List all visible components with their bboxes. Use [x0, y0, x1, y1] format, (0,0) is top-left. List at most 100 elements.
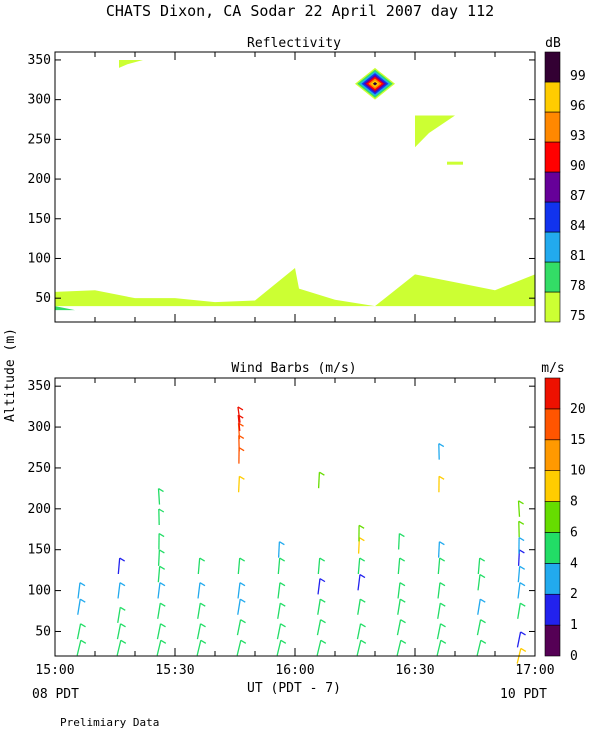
colorbar-swatch — [544, 291, 561, 323]
wind-barb-flag — [119, 582, 126, 587]
wind-barb — [237, 558, 241, 575]
colorbar-label: 20 — [570, 402, 586, 417]
colorbar-label: 96 — [570, 99, 586, 114]
colorbar-swatch — [544, 593, 561, 626]
wind-barb — [197, 582, 201, 599]
x-tick-label: 17:00 — [515, 663, 554, 678]
wind-barb-flag — [400, 619, 406, 624]
wind-barb-flag — [159, 565, 166, 570]
wind-barb — [477, 558, 481, 575]
wind-barb — [156, 640, 162, 656]
wind-barb — [277, 603, 281, 619]
wind-barb-flag — [237, 406, 244, 411]
wind-barb — [157, 488, 161, 505]
wind-barb-flag — [439, 541, 445, 546]
colorbar-swatch — [544, 231, 561, 263]
reflectivity-panel: 50 100 150 200 250 300 350 75 78 81 84 87 90 93 96 99 — [28, 51, 586, 324]
wind-barb-flag — [438, 443, 445, 448]
colorbar-swatch — [544, 51, 561, 83]
wind-barb-flag — [320, 639, 327, 644]
y-tick-label: 100 — [28, 584, 51, 599]
wind-barb — [317, 472, 321, 489]
wind-barb-flag — [239, 557, 246, 562]
wind-barb-flag — [279, 541, 285, 546]
wind-barb-flag — [239, 598, 246, 603]
colorbar-label: 87 — [570, 189, 586, 204]
colorbar-swatch — [544, 408, 561, 441]
colorbar-label: 2 — [570, 587, 578, 602]
colorbar-swatch — [544, 201, 561, 233]
wind-barb-flag — [399, 598, 406, 603]
wind-barb — [396, 619, 402, 636]
wind-barb-flag — [159, 582, 166, 587]
wind-barb-flag — [359, 537, 365, 542]
wind-barb — [236, 619, 242, 636]
colorbar-label: 6 — [570, 525, 578, 540]
wind-barb-flag — [440, 623, 446, 628]
wind-barb — [117, 582, 121, 599]
wind-barb-flag — [439, 602, 446, 607]
wind-barb-flag — [359, 573, 366, 579]
colorbar-label: 99 — [570, 69, 586, 84]
wind-barb-flag — [520, 647, 527, 652]
wind-barb — [396, 640, 402, 656]
y-axis-label: Altitude (m) — [3, 328, 18, 422]
y-tick-label: 250 — [28, 461, 51, 476]
x-tick-label: 16:00 — [275, 663, 314, 678]
panel2-unit: m/s — [541, 361, 564, 376]
wind-barb — [397, 558, 401, 575]
wind-barb-flag — [399, 557, 406, 562]
wind-barb — [276, 623, 282, 640]
colorbar-label: 93 — [570, 129, 586, 144]
wind-barb — [237, 406, 241, 423]
wind-barb — [317, 578, 321, 595]
y-tick-label: 300 — [28, 93, 51, 108]
pdt-right-label: 10 PDT — [500, 687, 547, 702]
wind-barb — [156, 623, 162, 640]
colorbar-swatch — [544, 501, 561, 533]
colorbar-label: 8 — [570, 495, 578, 510]
reflectivity-patch — [447, 161, 463, 165]
y-tick-label: 200 — [28, 172, 51, 187]
wind-barb — [316, 619, 322, 636]
wind-barb-flag — [319, 598, 326, 603]
wind-barb — [197, 558, 201, 575]
wind-barb-flag — [518, 500, 524, 505]
colorbar-swatch — [544, 563, 561, 595]
figure-title: CHATS Dixon, CA Sodar 22 April 2007 day … — [106, 2, 494, 20]
wind-barb — [157, 549, 161, 566]
wind-barb — [76, 623, 82, 640]
wind-barb-flag — [120, 639, 127, 644]
colorbar-swatch — [544, 261, 561, 293]
colorbar-swatch — [544, 439, 561, 471]
wind-barb — [437, 582, 441, 599]
wind-barb — [397, 533, 401, 550]
wind-barb-flag — [480, 639, 487, 644]
colorbar-swatch — [544, 81, 561, 113]
wind-barb — [517, 582, 521, 599]
wind-barb — [237, 414, 241, 431]
y-tick-label: 50 — [35, 624, 51, 639]
wind-barb — [117, 607, 121, 624]
wind-barb — [476, 640, 482, 656]
wind-barb-flag — [358, 524, 365, 529]
wind-barb-flag — [399, 532, 405, 538]
y-tick-label: 50 — [35, 291, 51, 306]
y-tick-label: 200 — [28, 502, 51, 517]
colorbar-label: 15 — [570, 433, 586, 448]
wind-barb-flag — [199, 602, 206, 607]
wind-barb — [237, 599, 241, 615]
wind-barb-flag — [480, 619, 486, 624]
wind-barb — [436, 623, 442, 640]
wind-barb-flag — [439, 582, 446, 587]
colorbar-label: 0 — [570, 649, 578, 664]
wind-barb-flag — [279, 557, 286, 562]
wind-barb — [237, 476, 241, 493]
wind-barb — [517, 566, 521, 583]
wind-barb — [196, 640, 202, 656]
x-axis-label: UT (PDT - 7) — [247, 681, 341, 696]
wind-barb-flag — [280, 623, 286, 628]
wind-barb-flag — [80, 623, 86, 628]
colorbar-label: 10 — [570, 464, 586, 479]
wind-barb — [397, 599, 401, 615]
